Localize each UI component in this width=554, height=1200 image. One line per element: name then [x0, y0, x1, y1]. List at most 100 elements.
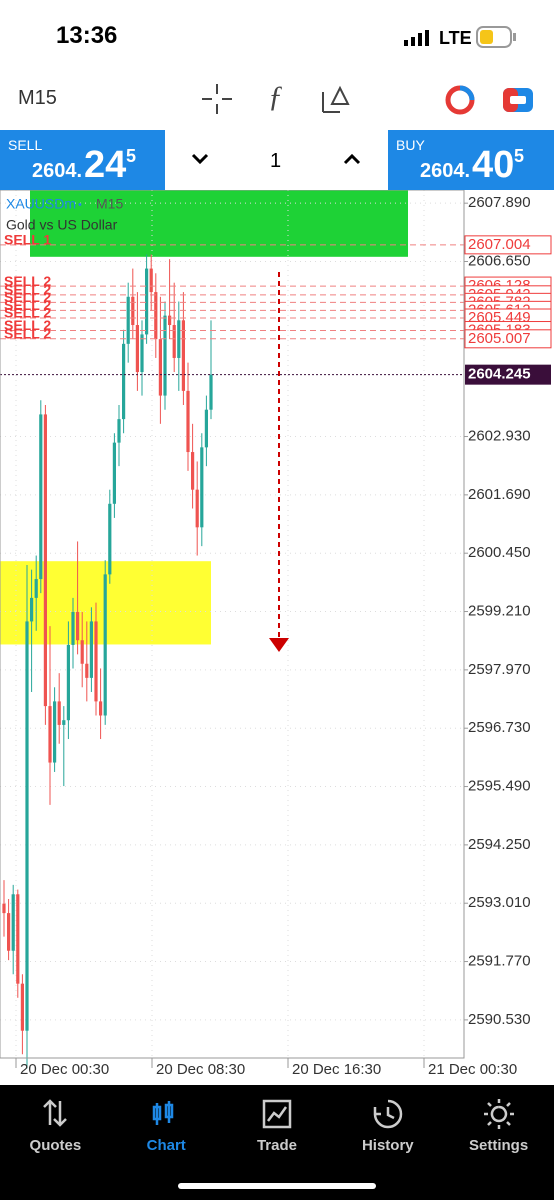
order-label: SELL 2 [4, 326, 51, 342]
candle-body [145, 268, 149, 335]
objects-icon[interactable] [320, 82, 354, 116]
candle-body [80, 640, 84, 664]
candle-body [158, 339, 162, 396]
x-tick-label: 20 Dec 08:30 [156, 1061, 245, 1078]
current-price: 2604.245 [468, 366, 531, 383]
candle-body [30, 597, 34, 622]
battery-icon [476, 26, 516, 48]
nav-label: Quotes [29, 1137, 82, 1154]
description: Gold vs US Dollar [6, 217, 118, 233]
nav-item[interactable]: Trade [222, 1085, 333, 1200]
nav-label: Chart [146, 1137, 186, 1154]
nav-item[interactable]: Quotes [0, 1085, 111, 1200]
order-price-box [464, 329, 552, 349]
toolbar: M15 ƒ [0, 60, 554, 130]
candle-body [177, 320, 181, 358]
candle-body [2, 903, 6, 914]
buy-price-main: 2604. [420, 160, 471, 182]
x-tick-label: 21 Dec 00:30 [428, 1061, 517, 1078]
candle-body [62, 720, 66, 725]
candle-body [16, 894, 20, 984]
candle-body [108, 503, 112, 575]
sell-price-main: 2604. [32, 160, 83, 182]
y-tick-label: 2606.650 [468, 252, 531, 269]
candle-body [103, 574, 107, 716]
candle-body [209, 374, 213, 410]
y-tick-label: 2602.930 [468, 427, 531, 444]
status-bar: 13:36 LTE [0, 0, 554, 60]
y-tick-label: 2594.250 [468, 836, 531, 853]
order-label: SELL 2 [4, 289, 51, 305]
dot: • [78, 199, 82, 211]
candle-body [11, 894, 15, 951]
candle-body [112, 442, 116, 504]
nav-label: Trade [256, 1137, 297, 1154]
symbol: XAUUSDm [6, 196, 76, 212]
account-icon[interactable] [444, 84, 476, 116]
home-indicator [178, 1183, 376, 1189]
order-price-box [464, 235, 552, 255]
y-tick-label: 2607.890 [468, 194, 531, 211]
zone [30, 190, 408, 257]
nav-icon [373, 1099, 403, 1129]
candle-body [25, 621, 29, 1031]
candle-body [140, 334, 144, 373]
nav-icon [262, 1099, 292, 1129]
sell-label: SELL [8, 137, 43, 153]
nav-icon [43, 1099, 68, 1127]
order-label: SELL 2 [4, 297, 51, 313]
buy-price-sup: 5 [514, 146, 525, 166]
trade-icon[interactable] [502, 86, 534, 114]
sell-price-big: 24 [84, 144, 127, 186]
chart-timeframe: M15 [96, 196, 123, 212]
candle-body [154, 292, 158, 340]
y-tick-label: 2599.210 [468, 603, 531, 620]
candle-body [20, 983, 24, 1031]
candle-body [48, 706, 52, 763]
candle-body [191, 452, 195, 490]
order-label: SELL 2 [4, 273, 51, 289]
timeframe-button[interactable]: M15 [18, 87, 57, 109]
candle-body [94, 621, 98, 702]
y-tick-label: 2601.690 [468, 486, 531, 503]
bottom-nav: Quotes Chart Trade History Settings [0, 1085, 554, 1200]
candle-body [163, 315, 167, 396]
nav-item[interactable]: History [332, 1085, 443, 1200]
indicators-icon[interactable]: ƒ [268, 80, 283, 113]
candle-body [186, 390, 190, 453]
nav-label: History [361, 1137, 414, 1154]
nav-icon [152, 1101, 174, 1125]
buy-button[interactable]: BUY 2604. 40 5 [388, 130, 554, 190]
lot-size[interactable]: 1 [270, 150, 282, 172]
candle-body [76, 612, 80, 641]
candle-body [131, 296, 135, 326]
plot-border [0, 190, 465, 1059]
candle-body [89, 621, 93, 678]
x-tick-label: 20 Dec 00:30 [20, 1061, 109, 1078]
decrease-icon[interactable] [190, 152, 210, 166]
nav-label: Settings [468, 1137, 529, 1154]
candle-body [195, 489, 199, 528]
order-label: SELL 2 [4, 282, 51, 298]
nav-item[interactable]: Settings [443, 1085, 554, 1200]
candle-body [99, 701, 103, 716]
sell-button[interactable]: SELL 2604. 24 5 [0, 130, 165, 190]
nav-item[interactable]: Chart [111, 1085, 222, 1200]
crosshair-icon[interactable] [200, 82, 234, 116]
order-label: SELL 2 [4, 317, 51, 333]
candle-body [204, 409, 208, 448]
candle-body [122, 343, 126, 420]
candle-body [39, 414, 43, 580]
price-chart: 2607.890 2606.650 2602.930 2601.690 2600.450… [0, 190, 552, 1078]
order-price: 2605.007 [468, 330, 531, 347]
candle-body [34, 579, 38, 598]
signal-icon [404, 30, 429, 46]
x-tick-label: 20 Dec 16:30 [292, 1061, 381, 1078]
candle-body [117, 419, 121, 443]
y-tick-label: 2595.490 [468, 778, 531, 795]
candle-body [53, 701, 57, 763]
increase-icon[interactable] [342, 152, 362, 166]
nav-icon [483, 1099, 514, 1129]
order-label: SELL 2 [4, 305, 51, 321]
